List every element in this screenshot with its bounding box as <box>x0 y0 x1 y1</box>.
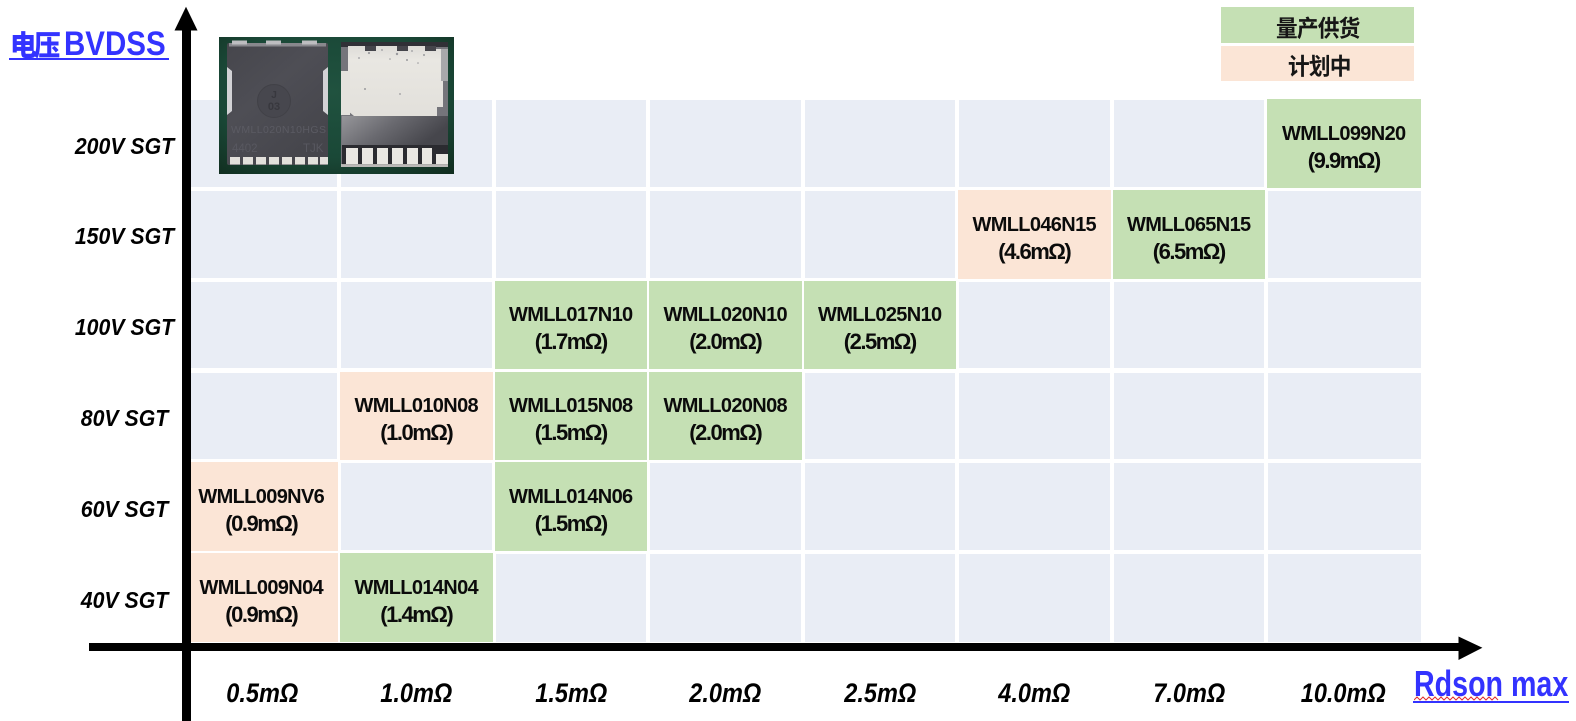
svg-text:J: J <box>271 90 277 101</box>
svg-text:4402: 4402 <box>232 143 258 155</box>
svg-text:03: 03 <box>268 101 280 113</box>
svg-text:TJK: TJK <box>303 143 324 155</box>
svg-text:WMLL020N10HGS: WMLL020N10HGS <box>231 124 326 136</box>
